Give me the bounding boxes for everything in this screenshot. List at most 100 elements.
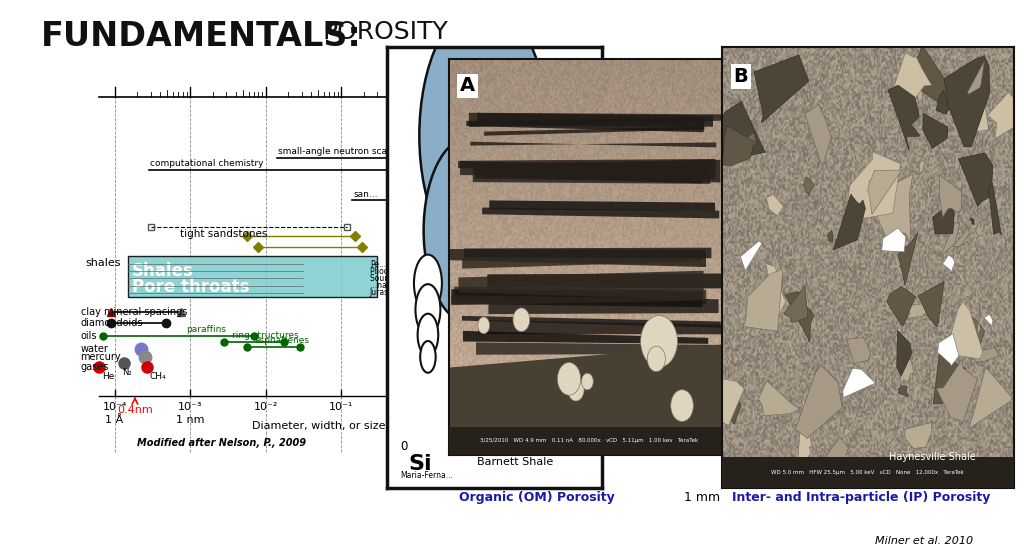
Circle shape [418, 314, 438, 356]
Polygon shape [722, 458, 1014, 488]
Text: Pore throats: Pore throats [132, 278, 250, 296]
Text: Barnett Shale: Barnett Shale [477, 457, 554, 467]
Text: 10⁻³: 10⁻³ [178, 402, 203, 412]
Text: asphaltenes: asphaltenes [254, 336, 309, 345]
Polygon shape [905, 422, 932, 449]
Text: mercury: mercury [81, 352, 121, 362]
Polygon shape [965, 314, 985, 357]
Polygon shape [898, 233, 918, 286]
Polygon shape [970, 218, 975, 225]
Polygon shape [477, 113, 713, 127]
Polygon shape [473, 160, 711, 184]
Polygon shape [489, 200, 715, 211]
Polygon shape [919, 160, 926, 172]
Circle shape [420, 341, 435, 373]
Polygon shape [938, 334, 958, 366]
Polygon shape [766, 263, 786, 319]
Text: n-alka...: n-alka... [452, 277, 507, 290]
Polygon shape [847, 338, 870, 363]
Polygon shape [958, 153, 992, 206]
Polygon shape [719, 378, 744, 425]
Text: He: He [101, 372, 114, 381]
Polygon shape [450, 249, 706, 267]
Circle shape [414, 254, 442, 312]
Polygon shape [804, 177, 815, 195]
Text: Modified after Nelson, P., 2009: Modified after Nelson, P., 2009 [137, 438, 306, 448]
Polygon shape [759, 381, 800, 416]
Circle shape [420, 3, 549, 268]
Polygon shape [482, 208, 719, 218]
Text: Organic (OM) Porosity: Organic (OM) Porosity [459, 491, 614, 504]
FancyBboxPatch shape [128, 256, 377, 297]
Polygon shape [462, 255, 702, 268]
Polygon shape [449, 344, 730, 455]
Polygon shape [902, 45, 948, 104]
Polygon shape [900, 349, 914, 386]
Polygon shape [462, 316, 721, 328]
Polygon shape [919, 282, 944, 327]
Text: 0: 0 [400, 440, 408, 453]
Polygon shape [973, 345, 1000, 362]
Polygon shape [868, 174, 913, 243]
Text: water: water [81, 344, 109, 354]
Text: Pliocene sh...: Pliocene sh... [370, 267, 420, 276]
Text: small-angle neutron scattering: small-angle neutron scattering [279, 147, 418, 156]
Polygon shape [720, 126, 755, 166]
Text: FUNDAMENTALS:: FUNDAMENTALS: [41, 20, 361, 52]
Text: A: A [460, 76, 475, 95]
Circle shape [416, 284, 440, 335]
Text: ...nah shales,: ...nah shales, [370, 281, 421, 290]
Polygon shape [466, 118, 703, 132]
Polygon shape [936, 90, 948, 114]
Polygon shape [923, 113, 948, 148]
Polygon shape [933, 349, 966, 404]
Text: Methane: Methane [452, 350, 510, 363]
Polygon shape [933, 203, 954, 234]
Text: 1 mm: 1 mm [684, 491, 720, 504]
Text: tight sandstones: tight sandstones [180, 229, 267, 239]
Text: Haynesville Shale: Haynesville Shale [889, 452, 976, 462]
Polygon shape [487, 273, 727, 288]
Circle shape [424, 138, 514, 323]
Text: shales: shales [86, 257, 122, 267]
Text: 1 Å: 1 Å [105, 415, 124, 425]
Polygon shape [765, 353, 767, 358]
Polygon shape [470, 142, 717, 147]
Text: 10⁻¹: 10⁻¹ [329, 402, 353, 412]
Polygon shape [988, 182, 1001, 235]
Polygon shape [785, 292, 814, 341]
Circle shape [582, 373, 593, 390]
Text: Milner et al. 2010: Milner et al. 2010 [874, 536, 973, 546]
Text: clay mineral spacings: clay mineral spacings [81, 307, 187, 318]
Polygon shape [452, 295, 710, 305]
Polygon shape [939, 175, 962, 217]
Polygon shape [478, 320, 723, 334]
Polygon shape [740, 241, 762, 271]
Polygon shape [867, 170, 902, 214]
Text: 0.4nm: 0.4nm [117, 405, 153, 415]
Text: Diameter, width, or size (μm): Diameter, width, or size (μm) [252, 421, 416, 431]
Text: computational chemistry: computational chemistry [151, 160, 263, 169]
Polygon shape [816, 437, 849, 474]
Polygon shape [848, 152, 900, 220]
Circle shape [557, 363, 581, 395]
Polygon shape [476, 343, 727, 355]
Circle shape [671, 389, 693, 421]
Polygon shape [797, 396, 812, 472]
Text: 1 nm: 1 nm [176, 415, 205, 425]
Text: san...: san... [354, 190, 379, 199]
Polygon shape [783, 286, 808, 323]
Polygon shape [980, 392, 989, 405]
Polygon shape [948, 302, 983, 359]
Polygon shape [843, 368, 876, 398]
Polygon shape [488, 299, 719, 314]
Polygon shape [766, 195, 783, 216]
Text: 10⁻⁴: 10⁻⁴ [102, 402, 127, 412]
Circle shape [478, 317, 489, 334]
Text: Pe...: Pe... [370, 260, 386, 269]
Text: Maria-Ferna...: Maria-Ferna... [400, 472, 453, 480]
Polygon shape [475, 160, 720, 182]
Polygon shape [746, 132, 756, 146]
Polygon shape [484, 126, 705, 136]
Polygon shape [464, 248, 712, 258]
